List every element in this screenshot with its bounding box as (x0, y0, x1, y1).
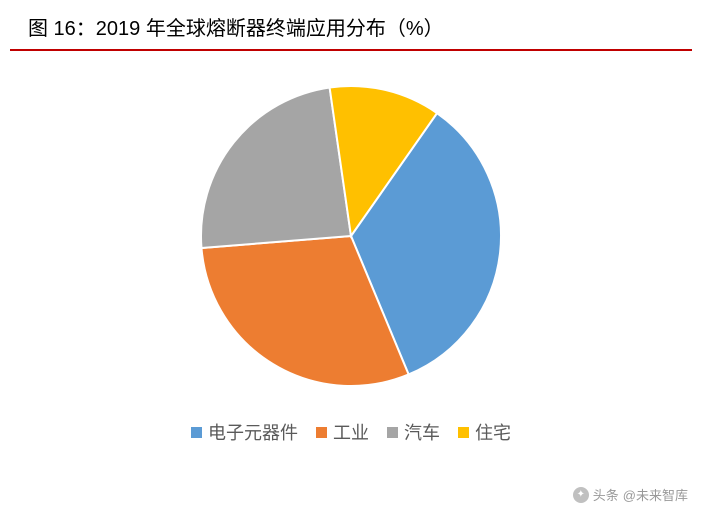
legend-label-2: 汽车 (404, 419, 440, 445)
legend-label-0: 电子元器件 (208, 419, 298, 445)
legend-marker-3 (458, 427, 469, 438)
legend-label-3: 住宅 (475, 419, 511, 445)
legend-marker-0 (191, 427, 202, 438)
legend-item-3: 住宅 (458, 419, 511, 445)
pie-slice-2 (201, 88, 351, 248)
chart-area (0, 81, 702, 391)
chart-header: 图 16：2019 年全球熔断器终端应用分布（%） (0, 0, 702, 49)
legend-label-1: 工业 (333, 419, 369, 445)
header-divider (10, 49, 692, 51)
footer-source: @未来智库 (623, 485, 688, 504)
source-icon: ✦ (573, 487, 589, 503)
legend-item-0: 电子元器件 (191, 419, 298, 445)
legend-item-1: 工业 (316, 419, 369, 445)
legend-marker-1 (316, 427, 327, 438)
source-footer: ✦ 头条 @未来智库 (573, 485, 688, 504)
pie-chart (196, 81, 506, 391)
footer-prefix: 头条 (593, 485, 619, 504)
chart-title: 图 16：2019 年全球熔断器终端应用分布（%） (28, 12, 674, 41)
legend-item-2: 汽车 (387, 419, 440, 445)
legend: 电子元器件 工业 汽车 住宅 (0, 419, 702, 445)
legend-marker-2 (387, 427, 398, 438)
